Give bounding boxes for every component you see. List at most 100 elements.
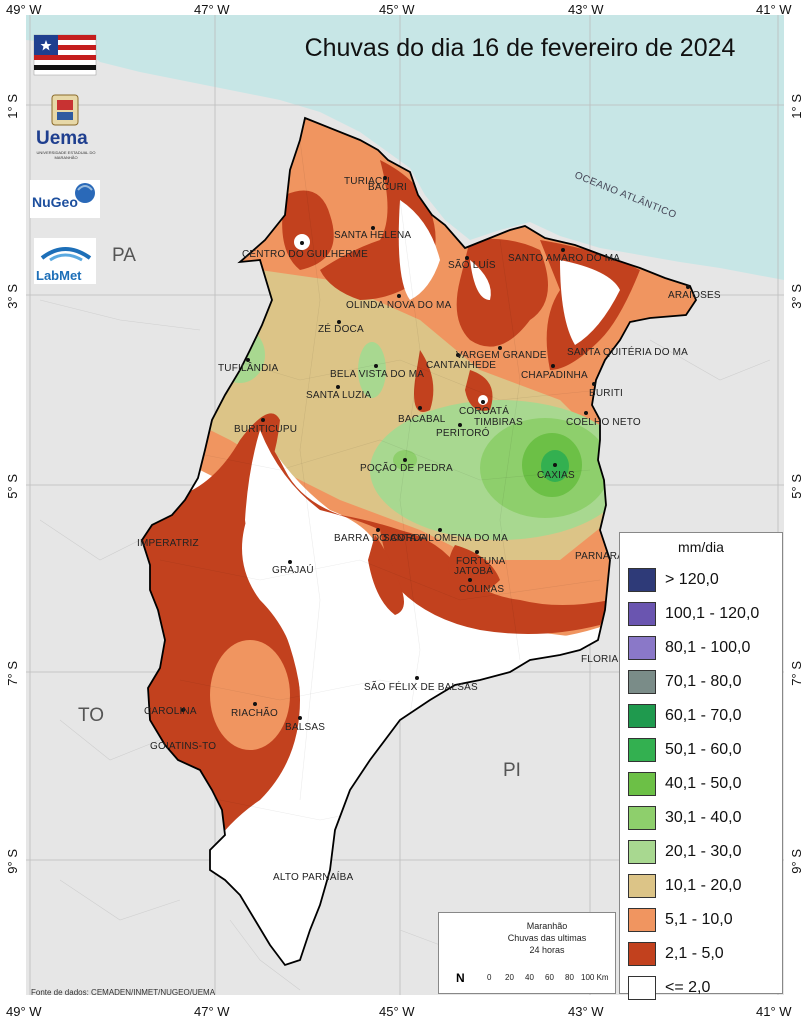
city-dot <box>468 578 472 582</box>
city-label: FLORIANO-PI <box>581 654 648 665</box>
info-line-3: 24 horas <box>529 945 565 955</box>
city-dot <box>584 411 588 415</box>
uema-logo-text: Uema <box>36 128 88 149</box>
city-dot <box>371 226 375 230</box>
city-dot <box>456 353 460 357</box>
city-dot <box>246 358 250 362</box>
city-dot <box>397 294 401 298</box>
coord-right: 9° S <box>789 849 804 874</box>
city-label: IMPERATRIZ <box>137 538 199 549</box>
coord-right: 5° S <box>789 474 804 499</box>
city-label: SANTO AMARO DO MA <box>508 253 621 264</box>
legend-item: 80,1 - 100,0 <box>628 631 782 665</box>
city-label: BACURI <box>368 182 407 193</box>
region-label-pa: PA <box>112 245 136 266</box>
city-label: OLINDA NOVA DO MA <box>346 300 452 311</box>
nugeo-logo-text: NuGeo <box>32 194 78 210</box>
city-dot <box>498 346 502 350</box>
city-dot <box>403 458 407 462</box>
legend-swatch <box>628 602 656 626</box>
city-dot <box>383 176 387 180</box>
legend-label: 70,1 - 80,0 <box>665 673 742 690</box>
legend-item: 70,1 - 80,0 <box>628 665 782 699</box>
labmet-logo-text: LabMet <box>36 268 82 283</box>
city-dot <box>465 256 469 260</box>
legend-swatch <box>628 942 656 966</box>
city-label: POÇÃO DE PEDRA <box>360 463 453 474</box>
city-label: GOIATINS-TO <box>150 741 217 752</box>
city-dot <box>300 241 304 245</box>
city-dot <box>553 463 557 467</box>
city-dot <box>551 364 555 368</box>
legend-label: 20,1 - 30,0 <box>665 843 742 860</box>
city-label: TIMBIRAS <box>474 417 523 428</box>
state-outline <box>141 116 698 967</box>
legend-label: <= 2,0 <box>665 979 711 996</box>
city-label: COROATÁ <box>459 406 510 417</box>
maranhao-flag <box>33 34 97 76</box>
city-dot <box>181 708 185 712</box>
legend-label: 30,1 - 40,0 <box>665 809 742 826</box>
legend-swatch <box>628 772 656 796</box>
legend-label: 60,1 - 70,0 <box>665 707 742 724</box>
city-dot <box>415 676 419 680</box>
coord-right: 3° S <box>789 284 804 309</box>
legend-swatch <box>628 636 656 660</box>
city-label: CHAPADINHA <box>521 370 588 381</box>
city-label: PARNARAMA <box>575 551 640 562</box>
legend-title: mm/dia <box>678 539 724 555</box>
city-dot <box>561 248 565 252</box>
data-source: Fonte de dados: CEMADEN/INMET/NUGEO/UEMA <box>31 988 216 997</box>
labmet-logo-icon <box>34 238 96 284</box>
city-dot <box>418 406 422 410</box>
legend-swatch <box>628 704 656 728</box>
nugeo-logo-icon <box>30 180 100 218</box>
city-label: GRAJAÚ <box>272 565 314 576</box>
coord-bottom: 49° W <box>6 1004 42 1019</box>
city-dot <box>475 550 479 554</box>
coord-right: 1° S <box>789 94 804 119</box>
legend-label: 5,1 - 10,0 <box>665 911 733 928</box>
city-dot <box>253 702 257 706</box>
city-label: SÃO LUÍS <box>448 260 496 271</box>
legend-label: > 120,0 <box>665 571 719 588</box>
city-label: JATOBÁ <box>454 566 494 577</box>
scale-label: 0 <box>487 973 492 982</box>
coord-right: 7° S <box>789 661 804 686</box>
coord-bottom: 45° W <box>379 1004 415 1019</box>
info-line-2: Chuvas das ultimas <box>507 933 587 943</box>
legend-swatch <box>628 908 656 932</box>
city-label: TURIAÇU <box>344 176 390 187</box>
legend-swatch <box>628 738 656 762</box>
city-label: BURITI <box>589 388 623 399</box>
legend-items: > 120,0 100,1 - 120,0 80,1 - 100,0 70,1 - 8… <box>620 563 782 1005</box>
legend-swatch <box>628 874 656 898</box>
city-label: CENTRO DO GUILHERME <box>242 249 369 260</box>
city-label: ZÉ DOCA <box>318 324 364 335</box>
coord-left: 1° S <box>5 94 20 119</box>
city-dot <box>374 364 378 368</box>
legend-swatch <box>628 840 656 864</box>
legend-item: 100,1 - 120,0 <box>628 597 782 631</box>
legend-label: 50,1 - 60,0 <box>665 741 742 758</box>
city-dot <box>288 560 292 564</box>
legend-item: 5,1 - 10,0 <box>628 903 782 937</box>
city-dot <box>686 285 690 289</box>
city-label: TUFILÂNDIA <box>218 363 279 374</box>
legend-swatch <box>628 806 656 830</box>
scale-label: 60 <box>545 973 554 982</box>
legend-item: 50,1 - 60,0 <box>628 733 782 767</box>
city-label: RIACHÃO <box>231 708 278 719</box>
scale-label: 20 <box>505 973 514 982</box>
coord-top: 41° W <box>756 2 792 17</box>
scale-label: 100 Km <box>581 973 609 982</box>
city-dot <box>481 400 485 404</box>
coord-top: 43° W <box>568 2 604 17</box>
coord-bottom: 41° W <box>756 1004 792 1019</box>
coord-left: 7° S <box>5 661 20 686</box>
city-label: CAXIAS <box>537 470 575 481</box>
city-label: BALSAS <box>285 722 326 733</box>
legend-label: 10,1 - 20,0 <box>665 877 742 894</box>
legend-item: > 120,0 <box>628 563 782 597</box>
